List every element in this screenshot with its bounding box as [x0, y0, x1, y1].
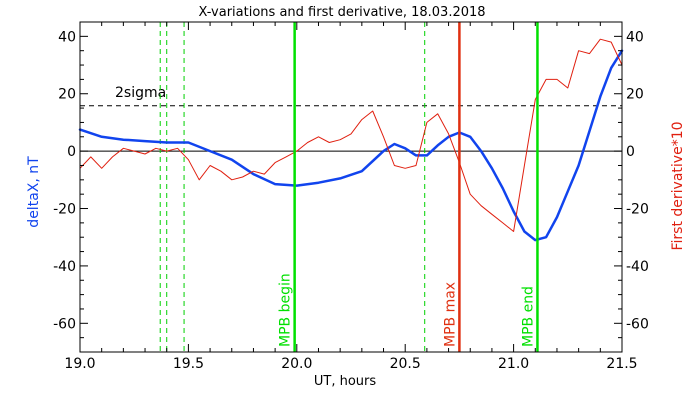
- x-tick-label-3: 20.5: [390, 356, 421, 372]
- x-tick-label-1: 19.5: [173, 356, 204, 372]
- y-tick-label-right-1: -40: [626, 259, 649, 275]
- plot-frame: [79, 21, 623, 353]
- y-tick-label-left-4: 20: [58, 87, 76, 103]
- chart-title: X-variations and first derivative, 18.03…: [198, 5, 485, 20]
- event-marker-label-0: MPB begin: [278, 273, 294, 347]
- y-tick-label-left-3: 0: [67, 144, 76, 160]
- plot-area: 2sigma MPB begin MPB max MPB end -60 -60 -40 -4…: [53, 21, 649, 372]
- event-marker-label-2: MPB end: [520, 286, 536, 347]
- threshold-label: 2sigma: [115, 85, 166, 101]
- y-axis-right-label: First derivative*10: [670, 121, 686, 250]
- deltax-series-line: [78, 49, 624, 242]
- derivative-series-line: [79, 38, 623, 232]
- x-tick-label-2: 20.0: [281, 356, 312, 372]
- x-tick-label-5: 21.5: [606, 356, 637, 372]
- y-tick-label-right-4: 20: [626, 87, 644, 103]
- y-tick-label-right-3: 0: [626, 144, 635, 160]
- event-marker-label-1: MPB max: [442, 282, 458, 347]
- y-tick-label-right-5: 40: [626, 29, 644, 45]
- y-tick-label-left-0: -60: [53, 316, 76, 332]
- x-tick-label-0: 19.0: [64, 356, 95, 372]
- y-tick-label-left-1: -40: [53, 259, 76, 275]
- y-tick-label-right-2: -20: [626, 202, 649, 218]
- x-axis-label: UT, hours: [314, 374, 376, 389]
- y-tick-label-right-0: -60: [626, 316, 649, 332]
- y-tick-label-left-2: -20: [53, 202, 76, 218]
- y-tick-label-left-5: 40: [58, 29, 76, 45]
- y-axis-left-label: deltaX, nT: [26, 156, 42, 228]
- x-tick-label-4: 21.0: [498, 356, 529, 372]
